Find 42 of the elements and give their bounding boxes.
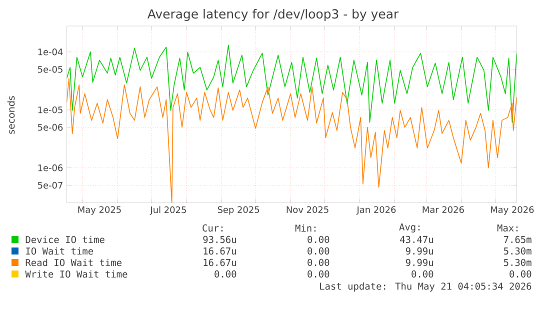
- chart-title: Average latency for /dev/loop3 - by year: [148, 8, 399, 22]
- text: 9.99u: [406, 258, 433, 266]
- text: 0.00: [308, 258, 330, 266]
- legend-label: Write IO Wait time: [25, 270, 128, 278]
- text: Avg:: [399, 224, 420, 232]
- text: 0.00: [308, 236, 330, 244]
- text: 16.67u: [204, 258, 236, 266]
- x-tick-label: Jan 2026: [356, 206, 396, 215]
- legend-label: Read IO Wait time: [26, 258, 122, 266]
- line-series: [66, 78, 517, 203]
- text: Max:: [497, 224, 518, 232]
- y-tick-label: 1e-04: [38, 48, 63, 56]
- y-tick-label: 1e-06: [38, 164, 63, 172]
- y-tick-label: 5e-05: [38, 66, 62, 73]
- text: Min:: [295, 224, 316, 232]
- x-tick-label: May 2025: [78, 206, 121, 215]
- x-tick-label: Mar 2026: [422, 206, 464, 214]
- text: 0.00: [412, 270, 434, 278]
- text: Last update: Thu May 21 04:05:34 2026: [320, 282, 532, 292]
- text: 0.00: [308, 270, 330, 278]
- text: 43.47u: [400, 236, 433, 244]
- line-series: [66, 44, 517, 123]
- y-axis-title: seconds: [7, 96, 15, 134]
- y-tick-label: 5e-06: [38, 124, 63, 131]
- text: 9.99u: [406, 247, 433, 255]
- text: 0.00: [510, 270, 532, 278]
- text: 93.56u: [203, 236, 236, 244]
- x-tick-label: Jul 2025: [150, 206, 186, 215]
- x-tick-label: Nov 2025: [286, 206, 328, 214]
- text: 5.30m: [504, 258, 532, 266]
- x-tick-label: Sep 2025: [218, 206, 260, 215]
- text: 7.65m: [504, 236, 532, 244]
- x-tick-label: May 2026: [490, 206, 534, 215]
- text: Cur:: [202, 224, 223, 232]
- text: 16.67u: [204, 247, 236, 255]
- legend-label: IO Wait time: [26, 247, 94, 255]
- y-tick-label: 5e-07: [38, 182, 62, 189]
- text: 5.30m: [504, 247, 532, 255]
- text: 0.00: [308, 247, 330, 255]
- y-tick-label: 1e-05: [38, 106, 62, 114]
- legend-label: Device IO time: [26, 236, 104, 244]
- text: 0.00: [214, 270, 236, 278]
